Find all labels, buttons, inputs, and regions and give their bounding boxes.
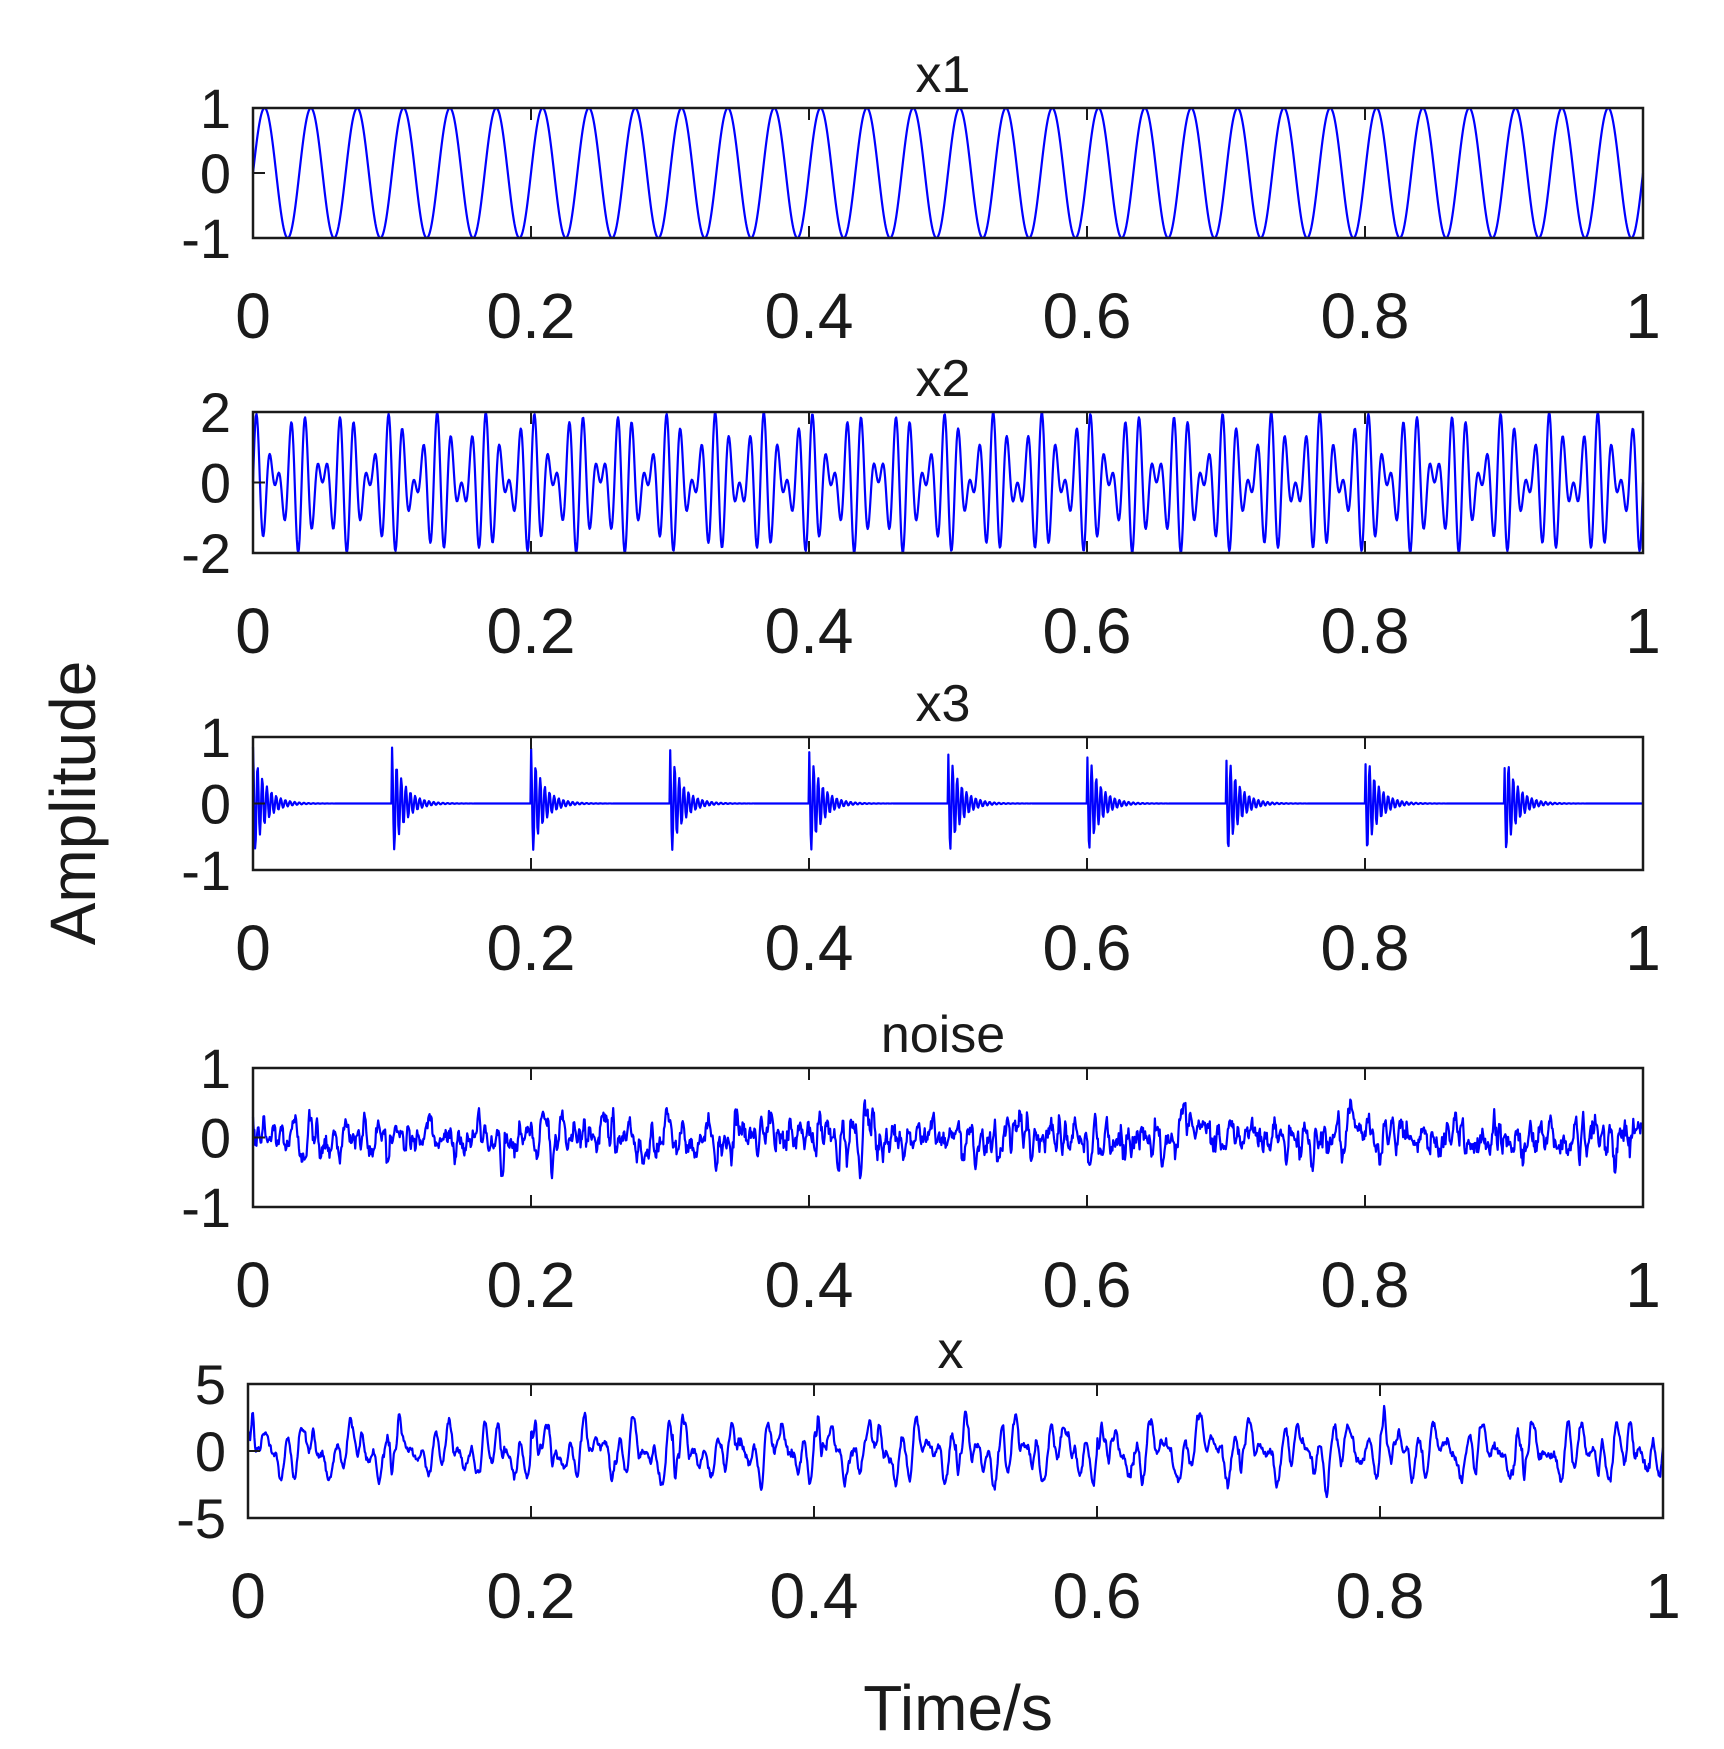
x-tick-label: 0.2 — [487, 1249, 576, 1321]
x-tick-label: 0 — [235, 595, 271, 667]
y-tick-label: 2 — [200, 381, 231, 444]
x-tick-label: 0.2 — [487, 595, 576, 667]
x-tick-label: 0 — [235, 280, 271, 352]
y-tick-label: 0 — [200, 142, 231, 205]
series-line-x2 — [251, 411, 1645, 554]
x-tick-label: 1 — [1645, 1560, 1681, 1632]
y-tick-label: -2 — [181, 522, 231, 585]
y-tick-label: 1 — [200, 706, 231, 769]
x-tick-label: 0.4 — [765, 912, 854, 984]
series-line-x — [246, 1404, 1665, 1499]
series-line-x3 — [251, 746, 1644, 851]
x-tick-label: 0.8 — [1336, 1560, 1425, 1632]
y-tick-label: 0 — [200, 773, 231, 836]
x-tick-label: 0.8 — [1321, 912, 1410, 984]
y-tick-label: 0 — [200, 452, 231, 515]
x-tick-label: 0.2 — [487, 280, 576, 352]
x-tick-label: 0.6 — [1053, 1560, 1142, 1632]
y-tick-label: 0 — [195, 1420, 226, 1483]
x-tick-label: 0.6 — [1043, 1249, 1132, 1321]
y-tick-label: 1 — [200, 1037, 231, 1100]
x-tick-label: 1 — [1625, 1249, 1661, 1321]
y-tick-label: -1 — [181, 839, 231, 902]
y-tick-label: 5 — [195, 1353, 226, 1416]
x-tick-label: 1 — [1625, 280, 1661, 352]
y-tick-label: 1 — [200, 77, 231, 140]
x-tick-label: 0.8 — [1321, 1249, 1410, 1321]
x-tick-label: 0 — [235, 1249, 271, 1321]
x-tick-label: 0 — [235, 912, 271, 984]
x-tick-label: 0 — [230, 1560, 266, 1632]
y-tick-label: -1 — [181, 1176, 231, 1239]
x-tick-label: 0.8 — [1321, 280, 1410, 352]
panel-title: x — [938, 1322, 964, 1380]
x-axis-label: Time/s — [863, 1672, 1053, 1744]
series-line-x1 — [251, 106, 1645, 240]
x-tick-label: 0.2 — [487, 912, 576, 984]
y-tick-label: -5 — [176, 1487, 226, 1550]
y-tick-label: -1 — [181, 207, 231, 270]
panel-title: x2 — [916, 350, 971, 408]
x-tick-label: 1 — [1625, 595, 1661, 667]
x-tick-label: 0.2 — [487, 1560, 576, 1632]
x-tick-label: 0.6 — [1043, 595, 1132, 667]
y-axis-label: Amplitude — [37, 661, 109, 946]
x-tick-label: 0.8 — [1321, 595, 1410, 667]
x-tick-label: 0.4 — [765, 1249, 854, 1321]
series-line-noise — [251, 1098, 1645, 1180]
panel-title: x1 — [916, 46, 971, 104]
y-tick-label: 0 — [200, 1107, 231, 1170]
x-tick-label: 0.6 — [1043, 912, 1132, 984]
x-tick-label: 0.6 — [1043, 280, 1132, 352]
x-tick-label: 0.4 — [765, 595, 854, 667]
panel-title: noise — [881, 1006, 1005, 1064]
x-tick-label: 0.4 — [765, 280, 854, 352]
panel-title: x3 — [916, 675, 971, 733]
x-tick-label: 0.4 — [770, 1560, 859, 1632]
x-tick-label: 1 — [1625, 912, 1661, 984]
